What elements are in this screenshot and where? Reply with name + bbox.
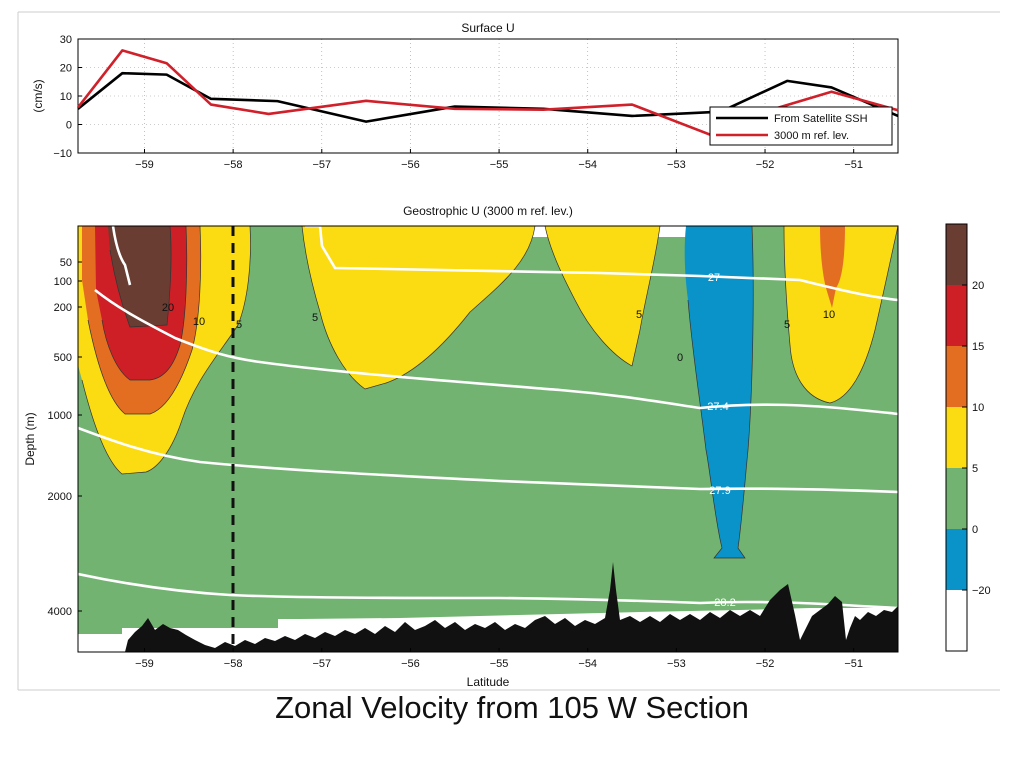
band-outlines [81, 226, 898, 559]
y-tick-label: 0 [66, 120, 72, 132]
x-tick-label: −53 [667, 658, 686, 670]
y-tick-label: 200 [54, 302, 72, 314]
x-tick-label: −57 [312, 658, 331, 670]
x-tick-label: −55 [490, 658, 509, 670]
surface-u-ylabel: (cm/s) [31, 79, 45, 112]
x-tick-label: −51 [844, 159, 863, 171]
y-tick-label: 1000 [48, 410, 72, 422]
surface-u-title: Surface U [461, 21, 514, 35]
x-tick-label: −57 [312, 159, 331, 171]
isopycnal-upper-2 [305, 226, 898, 302]
x-tick-label: −58 [224, 658, 243, 670]
isopycnal-label: 28.2 [714, 597, 735, 609]
legend-label-3000m: 3000 m ref. lev. [774, 130, 849, 142]
band-5-10-mid [545, 226, 660, 366]
x-tick-label: −55 [490, 159, 509, 171]
legend-label-satellite: From Satellite SSH [774, 113, 868, 125]
colorbar-tick-label: −20 [972, 585, 991, 597]
contour-label: 10 [193, 316, 205, 328]
geostrophic-u-plot-frame [77, 225, 899, 653]
y-tick-label: −10 [53, 148, 72, 160]
isopycnal-27 [94, 288, 898, 416]
colorbar-band-10-15 [946, 346, 967, 407]
x-tick-label: −52 [756, 159, 775, 171]
band-gt20-west [108, 226, 171, 327]
legend-box [709, 106, 893, 146]
isopycnal-27-4 [78, 426, 898, 494]
isopycnal-label: 27.9 [709, 485, 730, 497]
band-neg20-0 [684, 226, 754, 558]
x-tick-label: −58 [224, 159, 243, 171]
colorbar-band-lt-neg20 [946, 590, 967, 651]
surface-u-panel: Surface U −59 −58 −57 −56 −55 −54 −53 −52 −51 −1… [31, 21, 899, 171]
legend: From Satellite SSH 3000 m ref. lev. [709, 106, 893, 146]
colorbar-band-5-10 [946, 407, 967, 468]
x-tick-label: −53 [667, 159, 686, 171]
colorbar-tick-label: 0 [972, 524, 978, 536]
contour-label: 5 [636, 309, 642, 321]
colorbar-tick-label: 15 [972, 341, 984, 353]
geostrophic-u-xlabel: Latitude [467, 675, 510, 689]
geostrophic-u-ylabel: Depth (m) [23, 412, 37, 465]
isopycnal-upper [111, 226, 132, 286]
y-tick-label: 50 [60, 257, 72, 269]
x-tick-label: −56 [401, 159, 420, 171]
isopycnals [78, 226, 898, 610]
band-5-10-east [784, 226, 898, 403]
x-tick-label: −59 [135, 658, 154, 670]
y-tick-label: 2000 [48, 491, 72, 503]
series-line-satellite-ssh [77, 71, 899, 123]
colorbar-tick-label: 5 [972, 463, 978, 475]
contour-label: 5 [236, 319, 242, 331]
colorbar-ticks: 20 15 10 5 0 −20 [962, 280, 991, 597]
geostrophic-u-title: Geostrophic U (3000 m ref. lev.) [403, 204, 573, 218]
isopycnal-labels: 27 27.4 27.9 28.2 [707, 272, 735, 609]
x-tick-label: −54 [578, 658, 597, 670]
geostrophic-u-y-axis: 50 100 200 500 1000 2000 4000 [48, 257, 82, 618]
y-tick-label: 4000 [48, 606, 72, 618]
surface-u-x-axis: −59 −58 −57 −56 −55 −54 −53 −52 −51 [135, 149, 863, 171]
contour-label: 0 [677, 352, 683, 364]
contour-labels: 20 10 5 5 5 0 5 10 [162, 302, 835, 364]
colorbar-band-15-20 [946, 285, 967, 346]
colorbar-frame [945, 223, 968, 652]
contour-label: 5 [784, 319, 790, 331]
x-tick-label: −59 [135, 159, 154, 171]
slide-caption: Zonal Velocity from 105 W Section [275, 690, 749, 725]
y-tick-label: 100 [54, 276, 72, 288]
y-tick-label: 500 [54, 352, 72, 364]
y-tick-label: 30 [60, 34, 72, 46]
colorbar-band-neg20-0 [946, 529, 967, 590]
x-tick-label: −52 [756, 658, 775, 670]
isopycnal-label: 27 [708, 272, 720, 284]
colorbar-tick-label: 10 [972, 402, 984, 414]
colorbar: 20 15 10 5 0 −20 [945, 223, 991, 652]
isopycnal-27-9 [78, 572, 898, 610]
y-tick-label: 10 [60, 91, 72, 103]
y-tick-label: 20 [60, 63, 72, 75]
band-5-10-central [302, 226, 535, 389]
colorbar-tick-label: 20 [972, 280, 984, 292]
contour-label: 10 [823, 309, 835, 321]
x-tick-label: −54 [578, 159, 597, 171]
bathymetry [125, 562, 898, 652]
isopycnal-label: 27.4 [707, 401, 728, 413]
x-tick-label: −56 [401, 658, 420, 670]
geostrophic-u-x-axis: −59 −58 −57 −56 −55 −54 −53 −52 −51 [135, 648, 863, 670]
colorbar-band-gt20 [946, 224, 967, 285]
contour-label: 20 [162, 302, 174, 314]
colorbar-band-0-5 [946, 468, 967, 529]
surface-u-y-axis: −10 0 10 20 30 [53, 34, 82, 160]
x-tick-label: −51 [844, 658, 863, 670]
contour-label: 5 [312, 312, 318, 324]
geostrophic-u-panel: Geostrophic U (3000 m ref. lev.) [23, 204, 899, 689]
